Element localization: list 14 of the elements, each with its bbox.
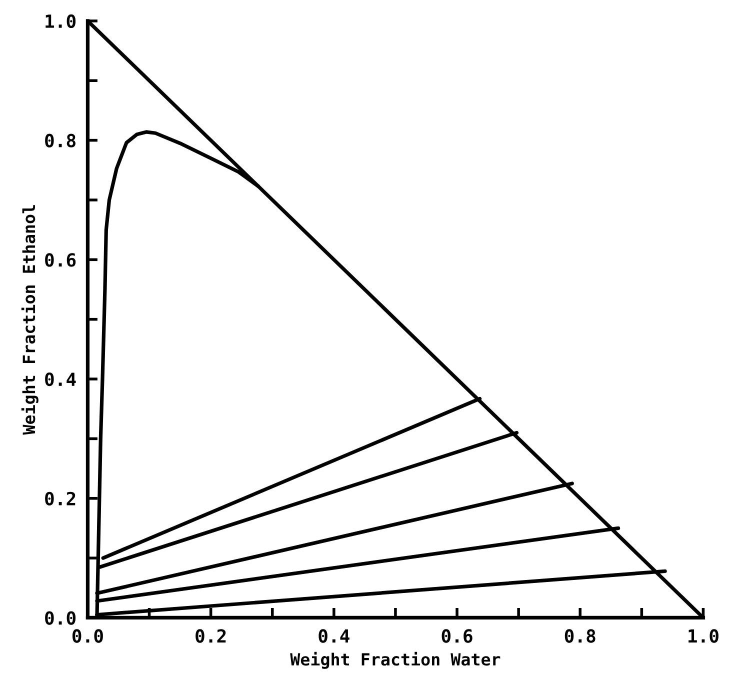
y-tick-label: 0.2 xyxy=(45,492,76,506)
y-tick-label: 0.4 xyxy=(45,372,76,386)
x-tick-label: 0.6 xyxy=(442,629,472,643)
y-tick-label: 0.6 xyxy=(45,253,76,267)
y-tick-label: 0.0 xyxy=(45,611,76,625)
x-tick-label: 1.0 xyxy=(688,629,718,643)
x-tick-label: 0.2 xyxy=(196,629,226,643)
x-tick-label: 0.4 xyxy=(318,629,350,643)
y-tick-label: 1.0 xyxy=(46,14,76,28)
x-axis-title: Weight Fraction Water xyxy=(290,652,500,669)
y-axis-title: Weight Fraction Ethanol xyxy=(21,205,38,435)
y-tick-label: 0.8 xyxy=(45,134,76,148)
x-tick-label: 0.8 xyxy=(564,629,596,643)
x-tick-label: 0.0 xyxy=(72,629,103,643)
